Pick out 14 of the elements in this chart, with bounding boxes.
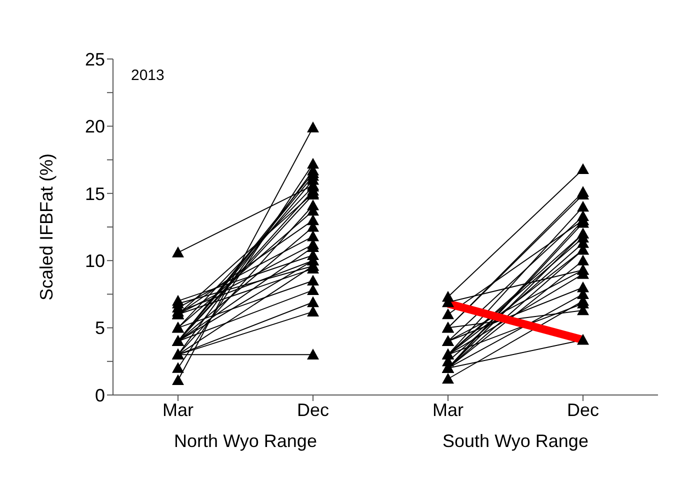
x-tick-label: Dec xyxy=(566,400,600,420)
y-tick-label: 25 xyxy=(84,49,105,70)
text: South Wyo Range xyxy=(442,431,590,452)
x-tick-label: Mar xyxy=(432,400,464,420)
y-tick-label: 5 xyxy=(94,318,105,338)
text: North Wyo Range xyxy=(173,431,318,452)
x-tick-label: Dec xyxy=(296,400,330,420)
y-tick-label: 0 xyxy=(94,385,105,406)
annotation: 2013 xyxy=(131,67,164,84)
y-tick-label: 15 xyxy=(84,184,105,204)
y-axis-title: Scaled IFBFat (%) xyxy=(36,153,56,301)
x-tick-label: Mar xyxy=(162,400,194,420)
y-tick-label: 20 xyxy=(84,116,105,137)
y-tick-label: 10 xyxy=(84,250,105,271)
